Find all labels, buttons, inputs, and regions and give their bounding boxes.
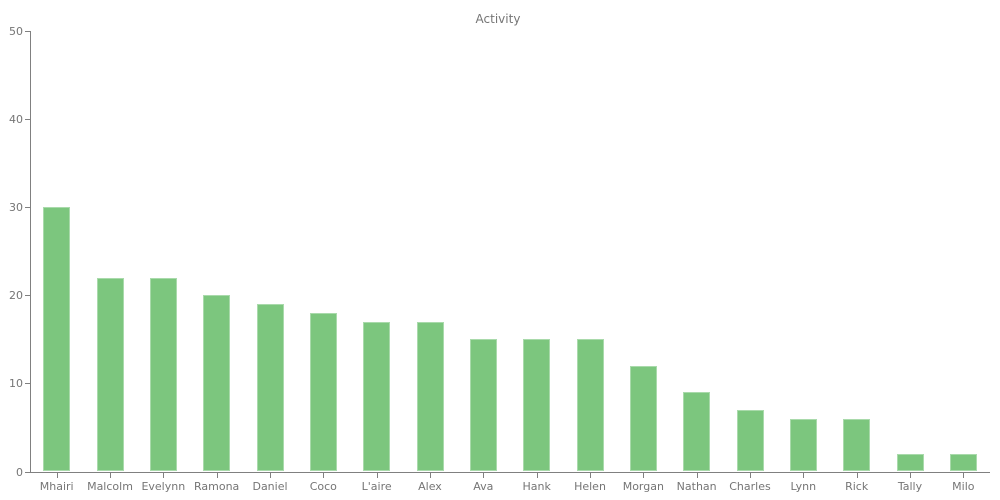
x-tick-label: Nathan bbox=[676, 479, 717, 493]
x-tick-mark bbox=[856, 472, 858, 478]
bar-daniel bbox=[256, 304, 284, 472]
x-tick-label: Rick bbox=[845, 479, 869, 493]
x-tick-mark bbox=[270, 472, 271, 478]
bar-ava bbox=[469, 339, 497, 472]
y-tick-mark bbox=[25, 471, 30, 473]
x-tick-mark bbox=[216, 472, 218, 478]
x-tick-mark bbox=[590, 472, 591, 478]
bar-tally bbox=[896, 453, 924, 472]
y-tick-label: 20 bbox=[9, 289, 23, 303]
bar-milo bbox=[949, 453, 977, 472]
y-tick-mark bbox=[25, 295, 30, 297]
y-tick-label: 40 bbox=[9, 113, 23, 127]
y-tick-mark bbox=[25, 383, 30, 385]
x-tick-label: Coco bbox=[309, 479, 337, 493]
bar-ramona bbox=[203, 295, 231, 472]
x-tick-mark bbox=[110, 472, 111, 478]
x-tick-label: Milo bbox=[952, 479, 975, 493]
bar-coco bbox=[309, 312, 337, 472]
y-tick-label: 0 bbox=[16, 465, 23, 479]
x-tick-mark bbox=[323, 472, 325, 478]
x-tick-mark bbox=[56, 472, 58, 478]
x-tick-label: Mhairi bbox=[39, 479, 74, 493]
x-tick-label: Morgan bbox=[622, 479, 664, 493]
x-tick-label: Hank bbox=[522, 479, 551, 493]
bar-nathan bbox=[683, 392, 711, 472]
x-tick-label: Daniel bbox=[252, 479, 288, 493]
bar-helen bbox=[576, 339, 604, 472]
y-tick-mark bbox=[25, 31, 30, 32]
bar-hank bbox=[523, 339, 551, 472]
x-tick-label: Evelynn bbox=[141, 479, 186, 493]
y-tick-mark bbox=[25, 207, 30, 209]
bar-malcolm bbox=[96, 277, 124, 472]
y-tick-label: 30 bbox=[9, 201, 23, 215]
x-tick-mark bbox=[536, 472, 538, 478]
x-tick-label: L'aire bbox=[361, 479, 392, 493]
bar-mhairi bbox=[43, 207, 71, 472]
bar-l-aire bbox=[363, 321, 391, 472]
bar-evelynn bbox=[149, 277, 177, 472]
chart-title: Activity bbox=[475, 12, 521, 26]
y-axis-line bbox=[30, 31, 31, 472]
x-tick-mark bbox=[643, 472, 645, 478]
x-tick-label: Charles bbox=[729, 479, 771, 493]
x-tick-mark bbox=[910, 472, 911, 478]
x-tick-mark bbox=[430, 472, 431, 478]
y-tick-label: 10 bbox=[9, 377, 23, 391]
bar-lynn bbox=[789, 418, 817, 472]
x-tick-label: Malcolm bbox=[87, 479, 133, 493]
bar-morgan bbox=[629, 365, 657, 472]
x-tick-mark bbox=[803, 472, 805, 478]
bar-alex bbox=[416, 321, 444, 472]
x-tick-mark bbox=[963, 472, 965, 478]
x-tick-label: Lynn bbox=[790, 479, 817, 493]
x-tick-label: Tally bbox=[897, 479, 923, 493]
x-axis-line bbox=[30, 471, 990, 473]
x-tick-mark bbox=[750, 472, 751, 478]
x-tick-label: Ava bbox=[473, 479, 494, 493]
bar-charles bbox=[736, 409, 764, 472]
x-tick-label: Ramona bbox=[194, 479, 240, 493]
x-tick-mark bbox=[163, 472, 165, 478]
x-tick-mark bbox=[696, 472, 698, 478]
y-tick-label: 50 bbox=[9, 25, 23, 38]
x-tick-mark bbox=[376, 472, 378, 478]
x-tick-label: Alex bbox=[418, 479, 442, 493]
bar-rick bbox=[843, 418, 871, 472]
x-tick-label: Helen bbox=[574, 479, 606, 493]
y-tick-mark bbox=[25, 119, 30, 121]
x-tick-mark bbox=[483, 472, 485, 478]
